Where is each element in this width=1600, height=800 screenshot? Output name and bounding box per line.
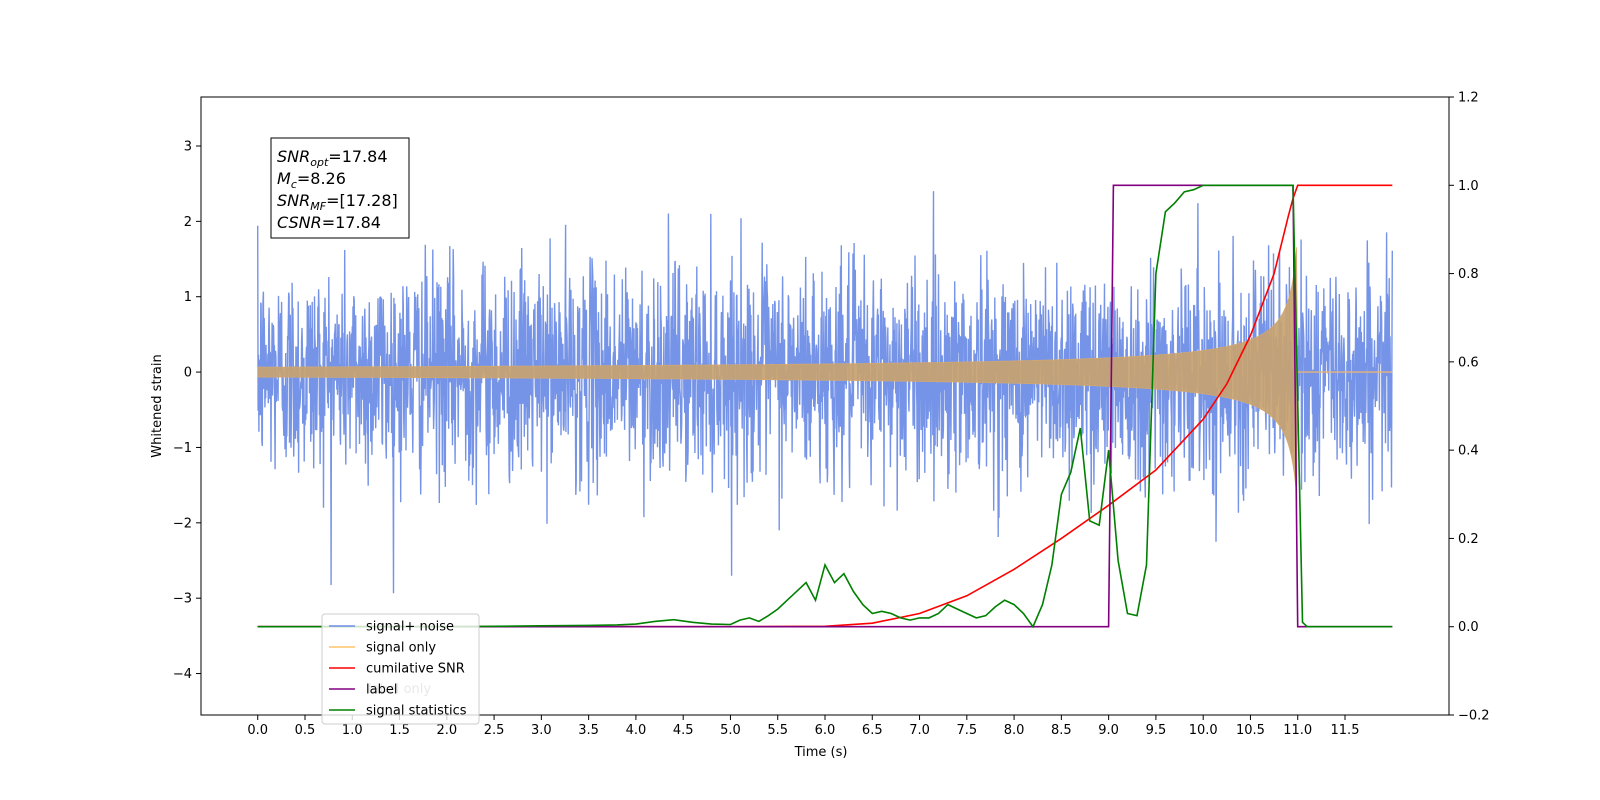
x-tick-label: 11.0 [1283, 723, 1312, 738]
series-cumilative-snr-line [257, 184, 1393, 628]
x-tick-label: 8.0 [1004, 723, 1025, 738]
x-tick-label: 1.0 [342, 723, 363, 738]
x-tick-label: 3.0 [531, 723, 552, 738]
x-tick-label: 5.5 [767, 723, 788, 738]
x-tick-label: 5.0 [720, 723, 741, 738]
legend-label: cumilative SNR [366, 662, 465, 677]
y-left-tick-label: 2 [184, 215, 192, 230]
x-tick-label: 9.0 [1098, 723, 1119, 738]
x-tick-label: 9.5 [1146, 723, 1167, 738]
y-axis-label-left: Whitened strain [150, 354, 165, 457]
x-axis-label: Time (s) [794, 745, 848, 760]
x-tick-label: 10.0 [1189, 723, 1218, 738]
legend-label: signal only [366, 641, 436, 656]
annotation-line: SNRMF=[17.28] [277, 191, 398, 213]
y-left-tick-label: 3 [184, 139, 192, 154]
y-right-tick-label: 1.2 [1458, 91, 1479, 106]
annotation-line: Mc=8.26 [277, 169, 346, 191]
legend-label: signal+ noise [366, 620, 454, 635]
annotation-frame [270, 137, 410, 239]
x-tick-label: 4.5 [673, 723, 694, 738]
y-left-tick-label: −3 [173, 592, 192, 607]
x-tick-label: 6.5 [862, 723, 883, 738]
x-tick-label: 0.0 [247, 723, 268, 738]
y-right-tick-label: 0.8 [1458, 267, 1479, 282]
x-tick-label: 6.0 [815, 723, 836, 738]
annotation-line: CSNR=17.84 [277, 213, 381, 232]
x-tick-label: 7.0 [909, 723, 930, 738]
legend-label: label [366, 683, 397, 698]
x-tick-label: 2.0 [436, 723, 457, 738]
x-tick-label: 7.5 [956, 723, 977, 738]
y-left-tick-label: 0 [184, 366, 192, 381]
x-tick-label: 2.5 [484, 723, 505, 738]
y-left-tick-label: −1 [173, 441, 192, 456]
series-signal-statistics-line [257, 184, 1393, 629]
legend-label: signal statistics [366, 704, 467, 719]
annotation-line: SNRopt=17.84 [277, 147, 388, 169]
y-right-tick-label: 1.0 [1458, 179, 1479, 194]
x-tick-label: 11.5 [1331, 723, 1360, 738]
x-tick-label: 8.5 [1051, 723, 1072, 738]
y-right-tick-label: 0.2 [1458, 532, 1479, 547]
y-right-tick-label: 0.0 [1458, 620, 1479, 635]
y-right-tick-label: 0.4 [1458, 444, 1479, 459]
x-tick-label: 10.5 [1236, 723, 1265, 738]
y-left-tick-label: −4 [173, 667, 192, 682]
y-right-tick-label: −0.2 [1458, 709, 1490, 724]
y-left-tick-label: −2 [173, 516, 192, 531]
x-tick-label: 0.5 [295, 723, 316, 738]
series-signal-only-band [257, 246, 1298, 498]
x-tick-label: 1.5 [389, 723, 410, 738]
legend-frame [321, 613, 480, 725]
x-tick-label: 3.5 [578, 723, 599, 738]
y-left-tick-label: 1 [184, 290, 192, 305]
x-tick-label: 4.0 [626, 723, 647, 738]
stats-annotation-box: SNRopt=17.84Mc=8.26SNRMF=[17.28]CSNR=17.… [270, 137, 410, 239]
y-right-tick-label: 0.6 [1458, 355, 1479, 370]
